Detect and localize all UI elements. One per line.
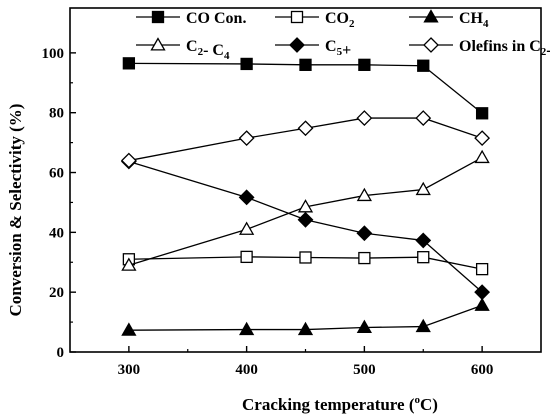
y-tick-label: 100	[42, 46, 65, 62]
series-5	[120, 110, 491, 169]
y-tick-label: 0	[57, 345, 65, 361]
legend-label: Olefins in C2- C4	[459, 38, 550, 62]
data-point	[417, 251, 430, 264]
series-0	[122, 57, 489, 120]
legend-entry: Olefins in C2- C4	[409, 37, 550, 62]
legend-marker	[423, 9, 439, 23]
legend-entry: CH4	[409, 9, 489, 30]
y-axis-title: Conversion & Selectivity (%)	[6, 104, 25, 317]
data-point	[356, 225, 373, 242]
data-point	[356, 187, 372, 202]
data-point	[297, 211, 314, 228]
data-point	[239, 321, 255, 336]
x-tick-label: 400	[235, 362, 258, 378]
data-point	[415, 318, 431, 333]
x-tick-label: 500	[353, 362, 376, 378]
data-point	[474, 297, 490, 311]
data-point	[121, 257, 137, 271]
data-point	[121, 322, 137, 336]
data-point	[474, 284, 491, 301]
data-point	[356, 110, 373, 126]
data-point	[415, 232, 432, 249]
legend-entry: C2- C4	[136, 37, 230, 62]
series-line	[128, 156, 483, 266]
data-point	[238, 189, 255, 206]
data-point	[358, 251, 371, 265]
data-point	[415, 181, 431, 196]
series-line	[128, 117, 483, 162]
x-tick-label: 300	[118, 362, 141, 378]
data-point	[297, 199, 314, 213]
x-tick-label: 600	[471, 362, 494, 378]
series-line	[128, 160, 483, 293]
data-point	[299, 58, 312, 71]
data-point	[297, 321, 314, 336]
y-tick-label: 60	[49, 166, 64, 182]
legend-label: CO2	[325, 10, 355, 30]
data-point	[240, 250, 253, 264]
legend-entry: C5+	[275, 37, 351, 59]
legend-entry: CO Con.	[136, 10, 246, 27]
data-point	[297, 120, 314, 137]
series-2	[121, 297, 490, 336]
series-line	[128, 62, 483, 114]
data-point	[238, 130, 255, 147]
data-point	[356, 319, 372, 333]
legend-marker	[423, 37, 439, 53]
legend-entry: CO2	[275, 10, 355, 30]
data-point	[122, 57, 136, 70]
legend-label: CO Con.	[186, 10, 246, 27]
legend-marker	[289, 37, 305, 53]
legend-label: CH4	[459, 10, 489, 30]
series-1	[122, 250, 489, 276]
legend-marker	[290, 10, 304, 24]
data-point	[299, 251, 312, 264]
data-point	[120, 152, 137, 169]
y-tick-label: 40	[49, 225, 64, 241]
data-point	[417, 59, 430, 72]
data-point	[415, 110, 432, 126]
data-point	[475, 262, 489, 276]
data-point	[474, 149, 490, 164]
data-point	[358, 58, 371, 71]
legend-label: C2- C4	[186, 38, 230, 62]
y-tick-label: 20	[49, 285, 64, 301]
legend-label: C5+	[325, 38, 351, 59]
legend-marker	[151, 10, 165, 24]
data-point	[240, 57, 253, 71]
data-point	[474, 130, 491, 147]
series-4	[120, 153, 491, 301]
data-point	[475, 107, 489, 120]
series-line	[128, 256, 483, 270]
series-3	[121, 149, 490, 271]
x-axis-title: Cracking temperature (oC)	[242, 394, 438, 414]
series-line	[128, 304, 483, 331]
legend-marker	[150, 37, 166, 51]
data-point	[239, 221, 255, 235]
y-tick-label: 80	[49, 106, 64, 122]
